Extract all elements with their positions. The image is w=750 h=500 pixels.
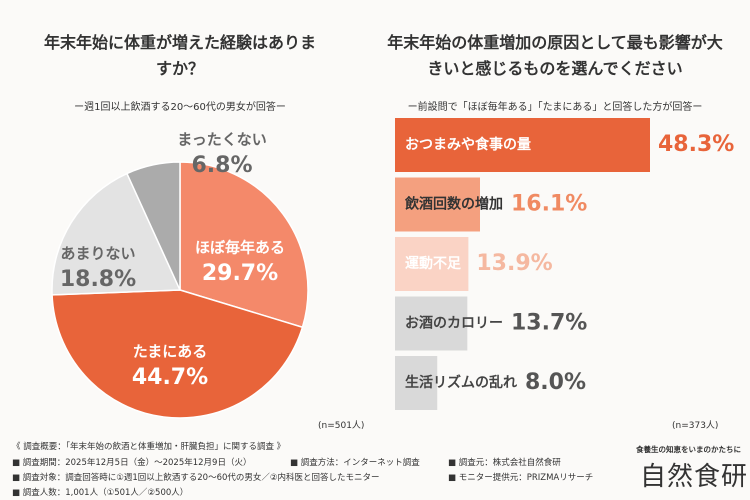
footer-heading: 《 調査概要：「年末年始の飲酒と体重増加・肝臓負担」に関する調査 》	[12, 442, 286, 452]
bar	[395, 296, 468, 351]
pie-title: 年末年始に体重が増えた経験はありますか？	[43, 33, 316, 78]
footer-item: ■ 調査元：株式会社自然食研	[448, 458, 561, 468]
footer-item: ■ 調査方法：インターネット調査	[290, 458, 420, 468]
bar-label: 飲酒回数の増加	[404, 196, 503, 213]
bar-label: お酒のカロリー	[405, 316, 503, 332]
bar-value: 48.3%	[658, 132, 734, 157]
slice-label: あまりない	[60, 245, 135, 263]
bar	[395, 177, 480, 232]
slice-value: 6.8%	[191, 153, 252, 178]
bar-value: 16.1%	[511, 192, 587, 217]
bar-subtitle: ー前設問で「ほぼ毎年ある」「たまにある」と回答した方が回答ー	[407, 102, 703, 113]
bar	[395, 237, 469, 291]
slice-value: 44.7%	[132, 365, 208, 390]
footer-item: ■ モニター提供元：PRIZMAリサーチ	[448, 473, 594, 483]
slice-label: ほぼ毎年ある	[195, 239, 285, 257]
slice-label: まったくない	[177, 131, 266, 149]
pie-slice	[51, 289, 304, 419]
bar-label: おつまみや食事の量	[405, 136, 531, 153]
bar-value: 8.0%	[525, 370, 586, 395]
pie-note: (n=501人)	[318, 421, 365, 431]
bar-note: (n=373人)	[672, 421, 719, 431]
bar	[395, 356, 438, 410]
bar	[395, 118, 650, 172]
bar-title: 年末年始の体重増加の原因として最も影響が大きいと感じるものを選んでください	[387, 33, 723, 78]
bar-value: 13.7%	[511, 311, 587, 336]
footer-item: ■ 調査対象：調査回答時に①週1回以上飲酒する20〜60代の男女／②内科医と回答…	[12, 473, 380, 483]
bar-label: 生活リズムの乱れ	[405, 374, 517, 391]
footer-item: ■ 調査期間：2025年12月5日（金）〜2025年12月9日（火）	[12, 458, 252, 468]
footer-item: ■ 調査人数：1,001人（①501人／②500人）	[12, 488, 189, 498]
pie-slice	[179, 161, 309, 329]
slice-label: たまにある	[133, 343, 208, 361]
logo-name: 自然食研	[640, 462, 749, 492]
pie-slice	[125, 161, 181, 291]
slice-value: 18.8%	[60, 267, 136, 292]
bar-label: 運動不足	[405, 255, 462, 272]
bar-value: 13.9%	[476, 251, 552, 276]
slice-value: 29.7%	[202, 261, 278, 286]
pie-slice	[51, 172, 182, 296]
pie-subtitle: ー週1回以上飲酒する20〜60代の男女が回答ー	[74, 102, 286, 113]
logo-tagline: 食養生の知恵をいまのかたちに	[636, 445, 741, 454]
charts: ほぼ毎年ある 29.7% たまにある 44.7% あまりない 18.8% まったくない 6.8…	[51, 118, 734, 419]
